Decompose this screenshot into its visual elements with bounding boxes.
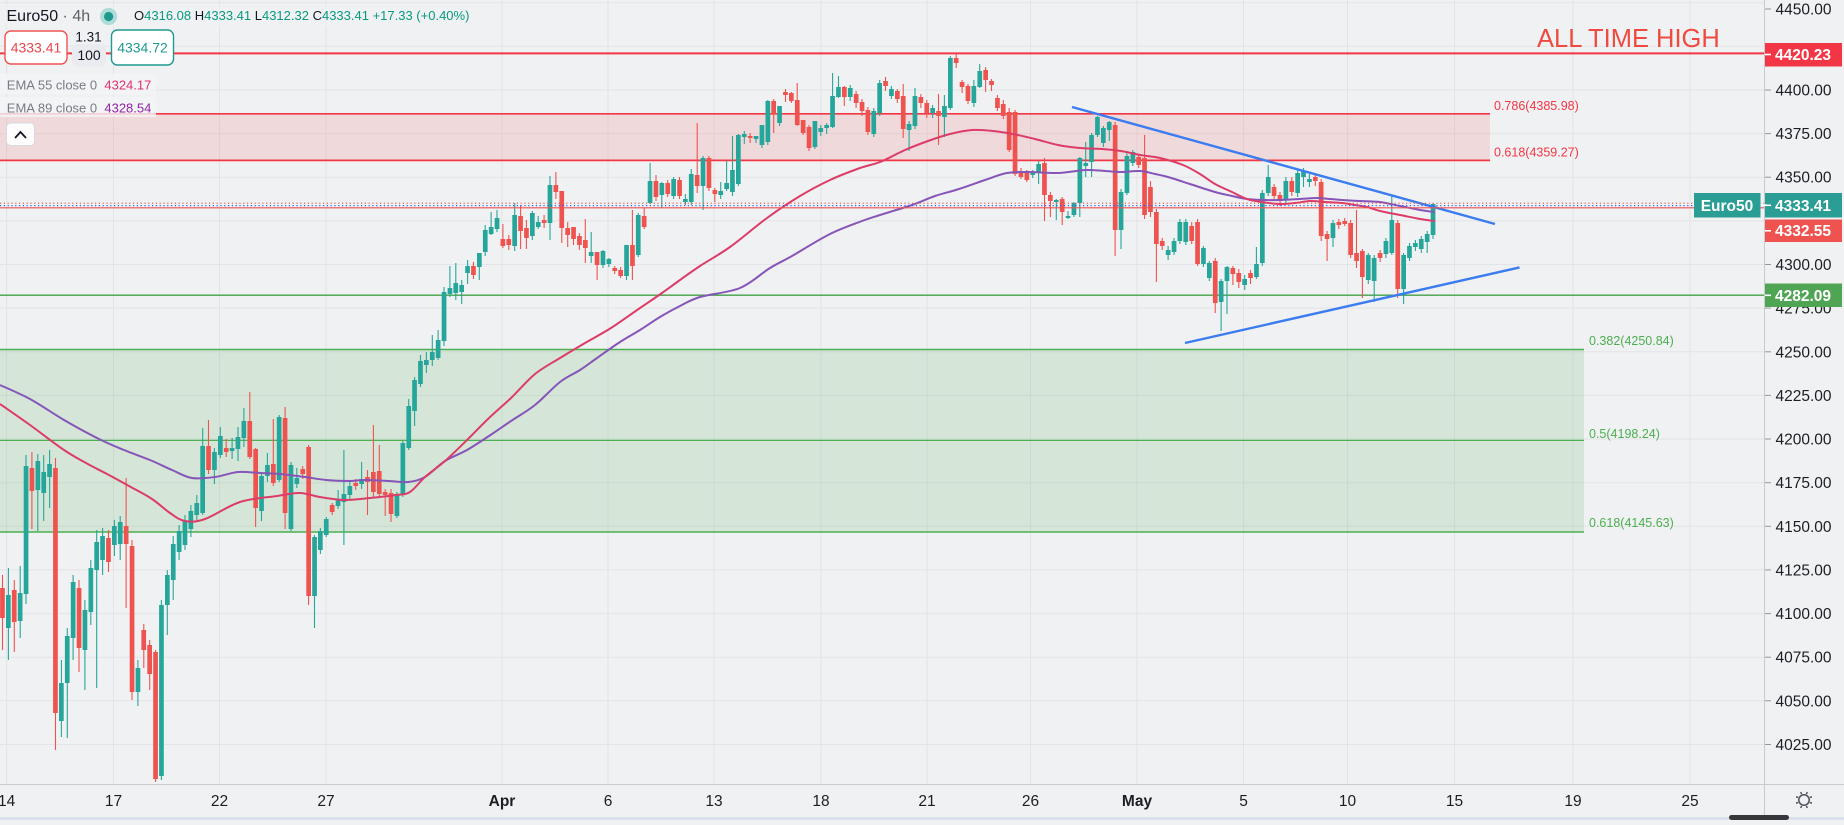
svg-text:14: 14	[0, 793, 16, 810]
svg-text:17: 17	[105, 793, 122, 810]
svg-text:100: 100	[77, 47, 101, 63]
svg-text:Apr: Apr	[489, 793, 516, 810]
svg-text:May: May	[1122, 793, 1153, 810]
svg-text:4420.23: 4420.23	[1775, 47, 1831, 64]
svg-text:25: 25	[1681, 793, 1698, 810]
svg-text:15: 15	[1446, 793, 1463, 810]
svg-text:4375.00: 4375.00	[1776, 126, 1832, 143]
svg-text:19: 19	[1564, 793, 1581, 810]
svg-text:4100.00: 4100.00	[1776, 606, 1832, 623]
svg-text:22: 22	[211, 793, 228, 810]
svg-text:13: 13	[705, 793, 722, 810]
svg-text:0.786(4385.98): 0.786(4385.98)	[1494, 99, 1579, 113]
svg-text:5: 5	[1239, 793, 1248, 810]
svg-text:EMA 55 close 0 4324.17: EMA 55 close 0 4324.17	[7, 78, 152, 93]
svg-text:4200.00: 4200.00	[1776, 432, 1832, 449]
svg-text:4350.00: 4350.00	[1776, 170, 1832, 187]
svg-text:O4316.08 H4333.41 L4312.32 C43: O4316.08 H4333.41 L4312.32 C4333.41 +17.…	[134, 8, 469, 23]
svg-text:4150.00: 4150.00	[1776, 519, 1832, 536]
svg-text:0.382(4250.84): 0.382(4250.84)	[1589, 334, 1674, 348]
svg-text:4075.00: 4075.00	[1776, 650, 1832, 667]
svg-text:ALL TIME HIGH: ALL TIME HIGH	[1537, 25, 1720, 53]
svg-text:4050.00: 4050.00	[1776, 693, 1832, 710]
svg-text:4400.00: 4400.00	[1776, 83, 1832, 100]
svg-text:0.618(4145.63): 0.618(4145.63)	[1589, 516, 1674, 530]
svg-text:4282.09: 4282.09	[1775, 288, 1831, 305]
svg-text:Euro50 · 4h: Euro50 · 4h	[7, 8, 91, 25]
svg-text:21: 21	[918, 793, 935, 810]
svg-text:4025.00: 4025.00	[1776, 737, 1832, 754]
svg-text:26: 26	[1022, 793, 1039, 810]
svg-text:4125.00: 4125.00	[1776, 562, 1832, 579]
svg-text:Euro50: Euro50	[1701, 198, 1754, 215]
svg-text:4250.00: 4250.00	[1776, 344, 1832, 361]
svg-text:4300.00: 4300.00	[1776, 257, 1832, 274]
svg-text:4334.72: 4334.72	[117, 40, 168, 56]
svg-text:4333.41: 4333.41	[1775, 198, 1831, 215]
svg-text:18: 18	[812, 793, 829, 810]
svg-text:4225.00: 4225.00	[1776, 388, 1832, 405]
svg-text:0.5(4198.24): 0.5(4198.24)	[1589, 427, 1660, 441]
svg-text:EMA 89 close 0 4328.54: EMA 89 close 0 4328.54	[7, 101, 152, 116]
svg-text:0.618(4359.27): 0.618(4359.27)	[1494, 146, 1579, 160]
svg-text:10: 10	[1339, 793, 1357, 810]
svg-text:4450.00: 4450.00	[1776, 2, 1832, 19]
svg-text:1.31: 1.31	[75, 30, 101, 45]
svg-text:27: 27	[317, 793, 334, 810]
svg-text:4333.41: 4333.41	[11, 40, 62, 56]
svg-text:4332.55: 4332.55	[1775, 223, 1831, 240]
svg-text:6: 6	[604, 793, 613, 810]
svg-text:4175.00: 4175.00	[1776, 475, 1832, 492]
